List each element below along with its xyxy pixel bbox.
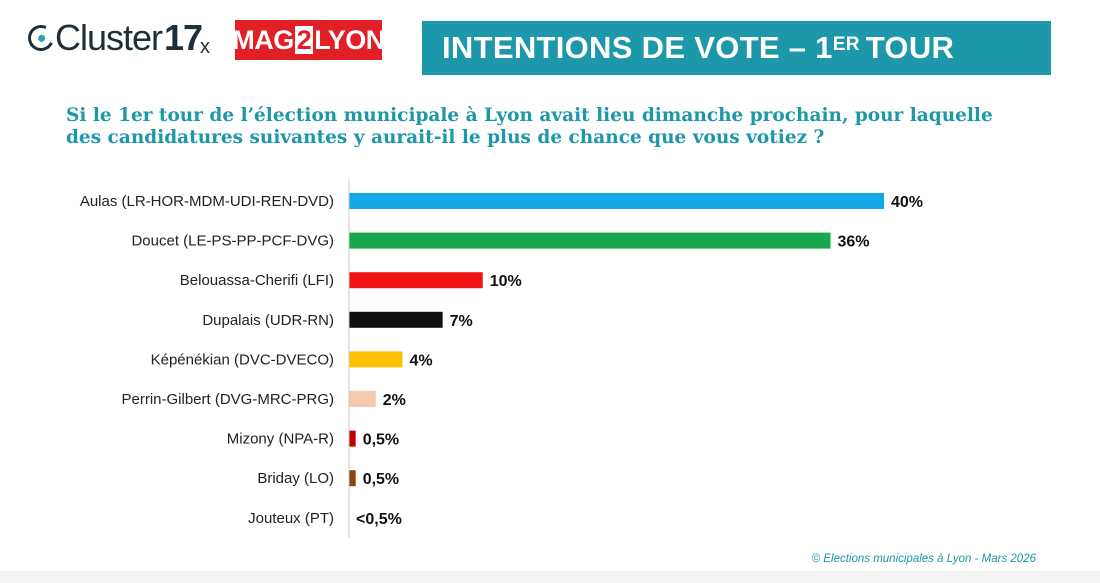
bar [349,272,483,289]
banner-end: TOUR [865,30,955,65]
category-label: Mizony (NPA-R) [227,431,334,448]
bar [349,311,443,328]
bar [349,391,376,407]
mag-logo-part: MAG [232,24,294,55]
times-sign: x [200,36,210,58]
bar [349,351,403,368]
question-text: Si le 1er tour de l’élection municipale … [66,105,993,148]
mag-logo-part: LYON [314,24,385,55]
bar [349,193,884,209]
banner-sup: ER [832,34,860,55]
value-label: 40% [891,194,923,211]
copyright-note: © Elections municipales à Lyon - Mars 20… [811,553,1036,565]
category-label: Aulas (LR-HOR-MDM-UDI-REN-DVD) [80,193,334,210]
banner-main: INTENTIONS DE VOTE – 1 [442,30,833,65]
value-label: 0,5% [363,432,399,449]
mag2lyon-logo: MAG 2 LYON [232,20,385,60]
value-label: 0,5% [363,471,399,488]
cluster17-logo: Cluster 17 [24,17,203,58]
category-label: Briday (LO) [257,470,334,487]
value-label: 10% [490,273,522,290]
title-banner: INTENTIONS DE VOTE – 1 ER TOUR [422,21,1051,75]
value-label: <0,5% [356,511,402,528]
bar [349,430,356,447]
bar [349,232,831,249]
logo-number: 17 [164,17,203,58]
category-label: Belouassa-Cherifi (LFI) [180,272,334,289]
category-label: Dupalais (UDR-RN) [202,312,334,329]
value-label: 2% [383,392,406,409]
bar [349,470,356,487]
value-label: 4% [410,352,433,369]
category-label: Doucet (LE-PS-PP-PCF-DVG) [131,233,334,250]
value-label: 36% [838,234,870,251]
value-label: 7% [450,313,473,330]
category-label: Perrin-Gilbert (DVG-MRC-PRG) [121,391,334,408]
category-label: Képénékian (DVC-DVECO) [151,351,334,368]
category-label: Jouteux (PT) [248,510,334,527]
logo-word: Cluster [55,17,163,58]
mag-logo-part: 2 [294,25,314,55]
bars-layer: Aulas (LR-HOR-MDM-UDI-REN-DVD) 40% Doucet … [80,193,923,528]
footer-strip [0,571,1100,583]
